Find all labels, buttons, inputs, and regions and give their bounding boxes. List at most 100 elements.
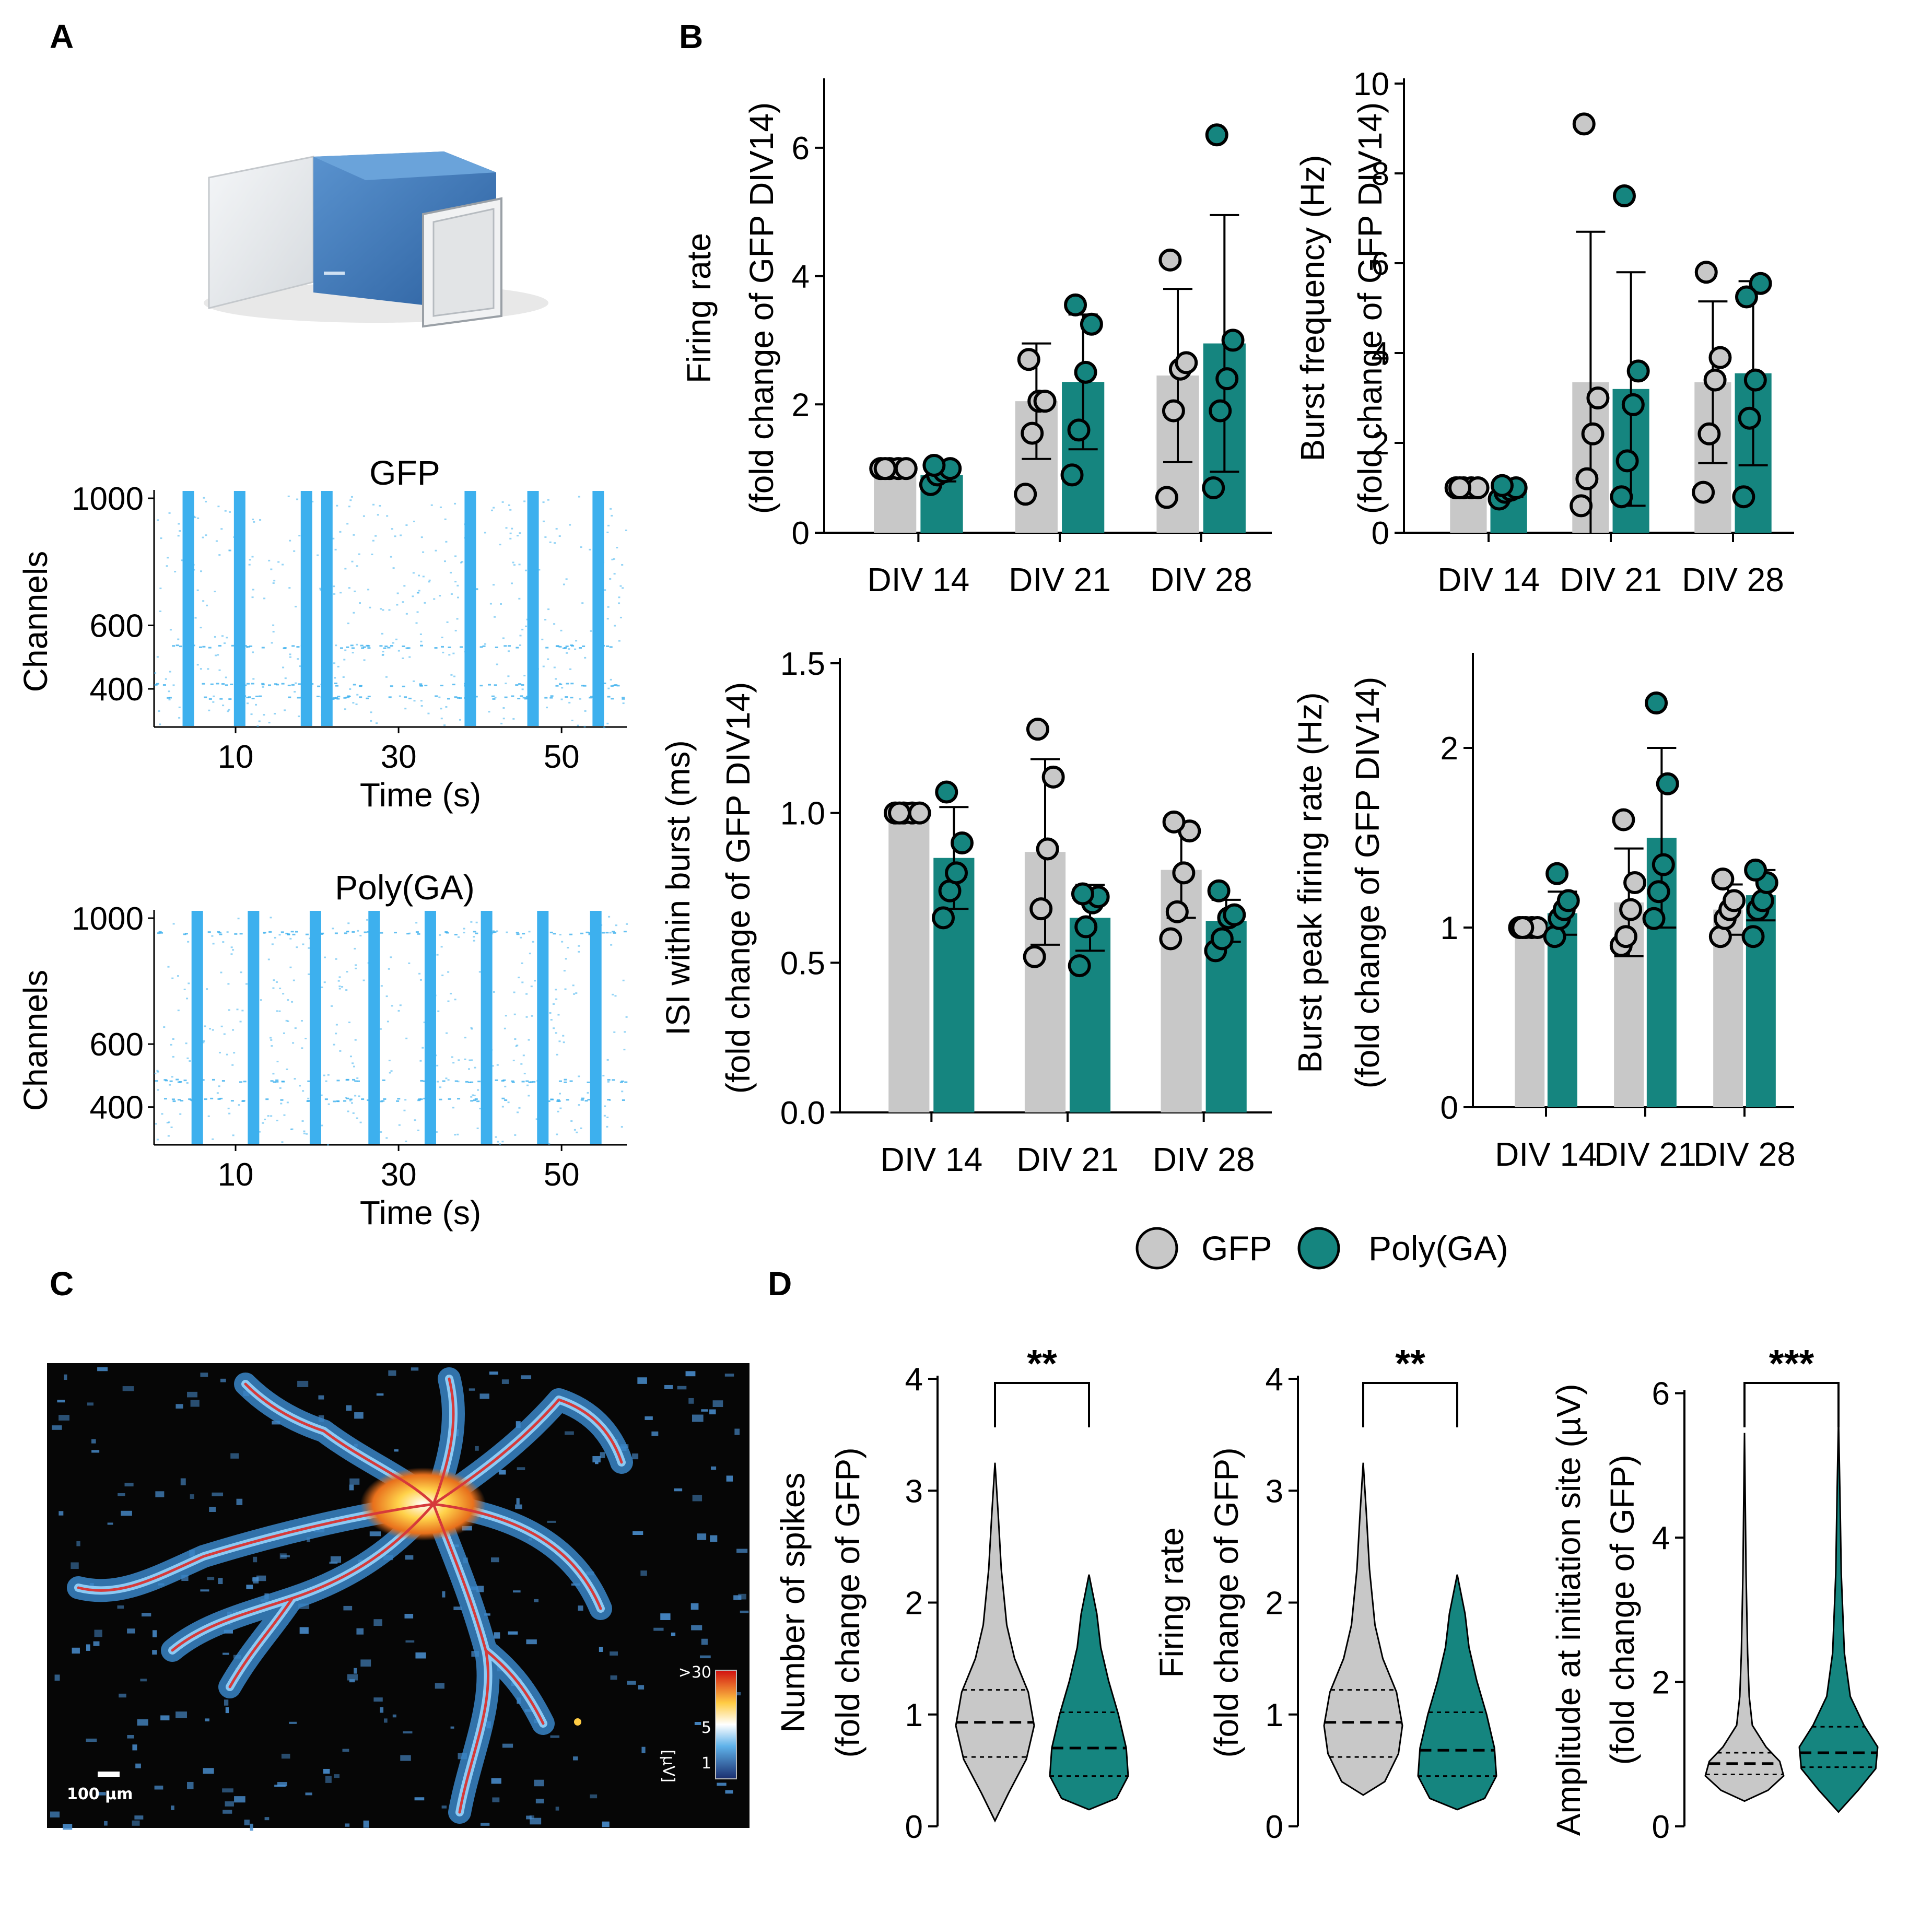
raster-band-spike	[219, 933, 223, 935]
data-point	[1586, 386, 1610, 409]
data-point	[1060, 463, 1084, 487]
legend-label-gfp: GFP	[1201, 1229, 1272, 1268]
raster-spike	[436, 954, 439, 956]
raster-band-spike	[210, 683, 214, 685]
raster-band-spike	[158, 931, 162, 933]
raster-spike	[358, 553, 360, 555]
raster-spike	[171, 1076, 173, 1078]
raster-band-spike	[522, 933, 525, 935]
y-axis-label: Firing rate	[1153, 1527, 1190, 1678]
raster-band-spike	[448, 646, 451, 648]
raster-band-spike	[408, 697, 412, 699]
raster-spike	[372, 503, 375, 506]
speckle	[234, 1796, 245, 1803]
raster-band-spike	[515, 684, 519, 686]
raster-spike	[385, 995, 388, 998]
raster-band-spike	[564, 1078, 567, 1081]
raster-spike	[271, 642, 273, 644]
raster-band-spike	[525, 1080, 529, 1082]
raster-spike	[317, 554, 319, 556]
speckle	[297, 1380, 309, 1387]
raster-spike	[580, 546, 582, 548]
data-point	[1612, 808, 1635, 831]
speckle	[685, 1371, 696, 1377]
speckle	[280, 1555, 290, 1557]
raster-spike	[356, 694, 359, 696]
violin-gfp	[1323, 1462, 1403, 1796]
data-point	[1511, 916, 1535, 939]
raster-spike	[333, 585, 335, 588]
raster-spike	[574, 648, 577, 650]
speckle	[132, 1820, 140, 1826]
x-tick-label: DIV 28	[1150, 561, 1252, 599]
speckle	[671, 1632, 676, 1636]
raster-band-spike	[612, 684, 616, 686]
speckle	[87, 1402, 94, 1406]
speckle	[610, 1651, 618, 1656]
raster-spike	[512, 1060, 515, 1062]
raster-spike	[611, 514, 613, 517]
raster-band-spike	[354, 1080, 358, 1082]
raster-spike	[516, 1045, 519, 1047]
raster-spike	[456, 618, 459, 620]
raster-band-spike	[565, 696, 568, 698]
raster-band-spike	[446, 932, 449, 934]
raster-spike	[335, 644, 337, 647]
raster-spike	[214, 636, 216, 638]
raster-spike	[205, 500, 207, 502]
data-point	[1744, 858, 1767, 882]
raster-spike	[606, 1059, 609, 1061]
raster-spike	[352, 652, 354, 654]
data-point	[1021, 421, 1044, 445]
raster-spike	[236, 1009, 239, 1011]
raster-band-spike	[547, 1100, 551, 1102]
raster-spike	[415, 622, 418, 624]
raster-spike	[258, 1131, 261, 1133]
raster-spike	[293, 550, 296, 552]
y-tick-label: 4	[1266, 1362, 1283, 1398]
raster-spike	[544, 536, 547, 538]
raster-spike	[602, 1075, 605, 1077]
raster-spike	[450, 593, 453, 595]
raster-band-spike	[390, 645, 393, 647]
speckle	[441, 1805, 447, 1809]
raster-spike	[177, 638, 180, 640]
raster-band-spike	[384, 646, 388, 648]
speckle	[222, 1788, 233, 1793]
data-point	[1735, 285, 1758, 309]
raster-spike	[413, 520, 415, 522]
raster-spike	[547, 499, 549, 501]
speckle	[641, 1746, 646, 1753]
raster-spike	[380, 1131, 382, 1133]
raster-spike	[252, 651, 254, 653]
raster-spike	[347, 696, 350, 698]
raster-spike	[569, 668, 572, 670]
raster-spike	[212, 1029, 214, 1031]
speckle	[250, 1823, 253, 1831]
raster-spike	[227, 1107, 230, 1109]
raster-band-spike	[590, 696, 593, 698]
speckle	[76, 1541, 80, 1546]
raster-band-spike	[482, 645, 486, 647]
raster-band-spike	[290, 931, 294, 933]
raster-spike	[354, 947, 356, 949]
data-point	[1155, 486, 1178, 509]
speckle	[64, 1374, 67, 1380]
raster-spike	[356, 565, 358, 567]
raster-spike	[583, 725, 586, 728]
raster-spike	[299, 1085, 301, 1087]
raster-spike	[174, 571, 177, 573]
raster-band-spike	[580, 1099, 584, 1101]
raster-band-spike	[488, 684, 491, 686]
raster-spike	[454, 999, 456, 1001]
speckle	[329, 1562, 338, 1564]
speckle	[602, 1821, 610, 1827]
raster-band-spike	[417, 933, 420, 935]
y-axis-label: (fold change of GFP DIV14)	[1351, 102, 1389, 514]
raster-spike	[196, 664, 199, 666]
raster-spike	[333, 593, 336, 595]
x-tick-label: DIV 21	[1009, 561, 1111, 599]
raster-spike	[348, 587, 350, 589]
raster-spike	[563, 970, 566, 972]
raster-band-spike	[261, 683, 265, 685]
